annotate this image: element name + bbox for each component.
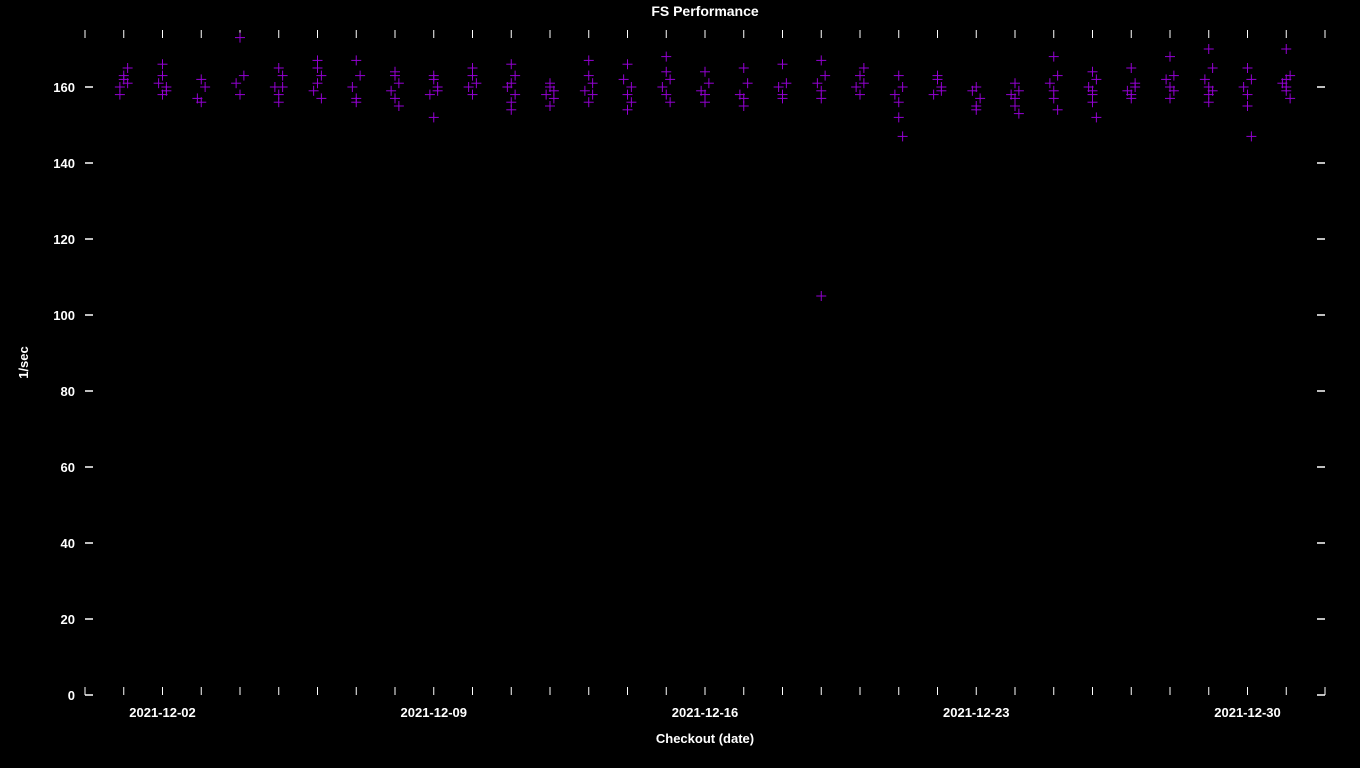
y-axis-label: 1/sec (16, 346, 31, 379)
x-axis-label: Checkout (date) (656, 731, 754, 746)
y-tick-label: 80 (61, 384, 75, 399)
y-tick-label: 60 (61, 460, 75, 475)
y-tick-label: 100 (53, 308, 75, 323)
y-tick-label: 0 (68, 688, 75, 703)
x-tick-label: 2021-12-16 (672, 705, 739, 720)
x-tick-label: 2021-12-09 (401, 705, 468, 720)
y-tick-label: 120 (53, 232, 75, 247)
y-tick-label: 20 (61, 612, 75, 627)
x-tick-label: 2021-12-30 (1214, 705, 1281, 720)
x-tick-label: 2021-12-23 (943, 705, 1010, 720)
chart-title: FS Performance (651, 3, 759, 19)
fs-performance-chart: FS Performance 1/sec Checkout (date) 0 20 40 6… (0, 0, 1360, 768)
y-tick-label: 140 (53, 156, 75, 171)
y-tick-label: 160 (53, 80, 75, 95)
x-tick-label: 2021-12-02 (129, 705, 196, 720)
y-tick-label: 40 (61, 536, 75, 551)
